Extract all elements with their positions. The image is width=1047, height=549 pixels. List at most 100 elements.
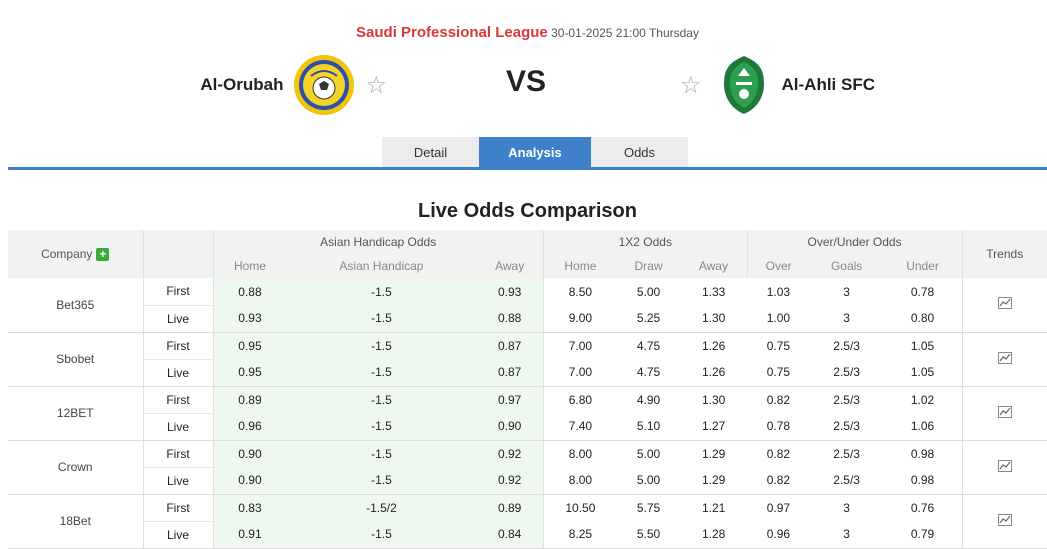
ou-odds-cell[interactable]: 1.00 [747,305,810,333]
x12-odds-cell[interactable]: 1.26 [701,338,726,353]
trend-cell[interactable] [962,278,1047,333]
ou-odds-cell[interactable]: 0.98 [883,440,963,467]
line-chart-icon[interactable] [997,351,1012,367]
x12-odds-cell[interactable]: 1.27 [680,413,748,441]
ou-odds-cell[interactable]: 0.80 [883,305,963,333]
ah-odds-cell[interactable]: 0.90 [476,413,544,441]
x12-odds-cell[interactable]: 5.00 [616,467,681,495]
x12-odds-cell[interactable]: 10.50 [565,500,596,515]
trend-cell[interactable] [962,332,1047,387]
ou-odds-cell[interactable]: 0.82 [747,440,810,467]
trend-cell[interactable] [962,440,1047,495]
ah-odds-cell[interactable]: 0.87 [476,359,544,387]
ah-odds-cell[interactable]: 0.95 [213,332,287,359]
company-name[interactable]: Bet365 [8,278,144,333]
ah-odds-cell[interactable]: 0.93 [476,278,544,305]
company-name[interactable]: Crown [8,440,144,495]
ah-odds-cell[interactable]: 0.90 [213,467,287,495]
ah-odds-cell[interactable]: -1.5 [286,332,477,359]
ou-odds-cell[interactable]: 0.82 [747,467,810,495]
ou-odds-cell[interactable]: 2.5/3 [809,467,884,495]
ou-odds-cell[interactable]: 3 [809,521,884,549]
star-outline-icon[interactable]: ☆ [680,71,702,99]
ah-odds-cell[interactable]: 0.88 [213,278,287,305]
ah-odds-cell[interactable]: 0.92 [476,440,544,467]
plus-icon[interactable]: + [96,248,110,262]
league-name[interactable]: Saudi Professional League [356,24,548,41]
ah-odds-cell[interactable]: 0.97 [476,386,544,413]
ah-odds-cell[interactable]: 0.96 [213,413,287,441]
x12-odds-cell[interactable]: 5.10 [616,413,681,441]
x12-odds-cell[interactable]: 1.30 [701,392,726,407]
ah-odds-cell[interactable]: -1.5 [286,521,477,549]
ah-odds-cell[interactable]: -1.5 [286,386,477,413]
ou-odds-cell[interactable]: 0.98 [883,467,963,495]
x12-odds-cell[interactable]: 7.40 [543,413,617,441]
x12-odds-cell[interactable]: 7.00 [543,359,617,387]
x12-odds-cell[interactable]: 5.00 [636,284,661,299]
company-name[interactable]: Sbobet [8,332,144,387]
ou-odds-cell[interactable]: 0.76 [883,494,963,521]
x12-odds-cell[interactable]: 8.00 [543,467,617,495]
x12-odds-cell[interactable]: 4.75 [616,359,681,387]
home-team-name[interactable]: Al-Orubah [200,75,284,94]
x12-odds-cell[interactable]: 5.00 [636,446,661,461]
ah-odds-cell[interactable]: 0.92 [476,467,544,495]
ou-odds-cell[interactable]: 0.78 [747,413,810,441]
ou-odds-cell[interactable]: 2.5/3 [809,440,884,467]
ah-odds-cell[interactable]: 0.90 [213,440,287,467]
ou-odds-cell[interactable]: 1.02 [883,386,963,413]
line-chart-icon[interactable] [997,513,1012,529]
ou-odds-cell[interactable]: 0.75 [747,332,810,359]
ah-odds-cell[interactable]: 0.91 [213,521,287,549]
trend-cell[interactable] [962,494,1047,549]
x12-odds-cell[interactable]: 5.75 [636,500,661,515]
x12-odds-cell[interactable]: 1.29 [680,467,748,495]
ou-odds-cell[interactable]: 1.06 [883,413,963,441]
x12-odds-cell[interactable]: 1.29 [701,446,726,461]
x12-odds-cell[interactable]: 8.00 [568,446,593,461]
x12-odds-cell[interactable]: 1.26 [680,359,748,387]
ou-odds-cell[interactable]: 2.5/3 [809,332,884,359]
x12-odds-cell[interactable]: 1.33 [701,284,726,299]
ou-odds-cell[interactable]: 2.5/3 [809,359,884,387]
company-name[interactable]: 18Bet [8,494,144,549]
x12-odds-cell[interactable]: 8.50 [568,284,593,299]
ah-odds-cell[interactable]: -1.5 [286,467,477,495]
company-name[interactable]: 12BET [8,386,144,441]
x12-odds-cell[interactable]: 1.21 [701,500,726,515]
x12-odds-cell[interactable]: 5.50 [616,521,681,549]
ah-odds-cell[interactable]: -1.5 [286,359,477,387]
home-team-logo[interactable] [293,54,355,116]
ou-odds-cell[interactable]: 1.05 [883,332,963,359]
ah-odds-cell[interactable]: -1.5 [286,440,477,467]
line-chart-icon[interactable] [997,297,1012,312]
x12-odds-cell[interactable]: 9.00 [543,305,617,333]
ou-odds-cell[interactable]: 2.5/3 [809,413,884,441]
away-team-logo[interactable] [720,54,768,116]
ou-odds-cell[interactable]: 0.78 [883,278,963,305]
ah-odds-cell[interactable]: 0.83 [213,494,287,521]
ah-odds-cell[interactable]: 0.87 [476,332,544,359]
line-chart-icon[interactable] [997,459,1012,475]
ah-odds-cell[interactable]: -1.5/2 [286,494,477,521]
x12-odds-cell[interactable]: 7.00 [568,338,593,353]
ou-odds-cell[interactable]: 3 [809,278,884,305]
ou-odds-cell[interactable]: 0.75 [747,359,810,387]
ah-odds-cell[interactable]: 0.88 [476,305,544,333]
ou-odds-cell[interactable]: 3 [809,305,884,333]
ou-odds-cell[interactable]: 0.97 [747,494,810,521]
x12-odds-cell[interactable]: 4.75 [636,338,661,353]
x12-odds-cell[interactable]: 4.90 [636,392,661,407]
ou-odds-cell[interactable]: 0.79 [883,521,963,549]
trend-cell[interactable] [962,386,1047,441]
ou-odds-cell[interactable]: 1.05 [883,359,963,387]
ah-odds-cell[interactable]: 0.84 [476,521,544,549]
ah-odds-cell[interactable]: 0.93 [213,305,287,333]
x12-odds-cell[interactable]: 1.30 [680,305,748,333]
ah-odds-cell[interactable]: -1.5 [286,413,477,441]
ah-odds-cell[interactable]: -1.5 [286,305,477,333]
ou-odds-cell[interactable]: 2.5/3 [809,386,884,413]
tab-analysis[interactable]: Analysis [479,137,591,168]
ah-odds-cell[interactable]: -1.5 [286,278,477,305]
